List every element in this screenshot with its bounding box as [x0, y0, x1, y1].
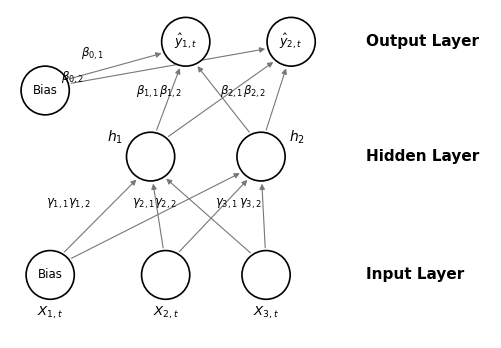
Text: Output Layer: Output Layer [366, 34, 478, 49]
Text: $\gamma_{1,2}$: $\gamma_{1,2}$ [68, 197, 91, 211]
Text: $\beta_{2,2}$: $\beta_{2,2}$ [243, 84, 266, 100]
Ellipse shape [161, 17, 209, 66]
Text: $h_1$: $h_1$ [107, 129, 123, 146]
Text: Bias: Bias [38, 268, 63, 282]
Text: Bias: Bias [33, 84, 58, 97]
Text: $\beta_{1,2}$: $\beta_{1,2}$ [159, 84, 182, 100]
Text: $X_{3,t}$: $X_{3,t}$ [253, 305, 279, 322]
Text: $\hat{y}_{1,t}$: $\hat{y}_{1,t}$ [174, 32, 197, 52]
Ellipse shape [126, 132, 174, 181]
Text: Hidden Layer: Hidden Layer [366, 149, 479, 164]
Ellipse shape [141, 251, 189, 299]
Text: $\gamma_{2,1}$: $\gamma_{2,1}$ [131, 197, 154, 211]
Ellipse shape [236, 132, 285, 181]
Text: $\hat{y}_{2,t}$: $\hat{y}_{2,t}$ [279, 32, 302, 52]
Ellipse shape [21, 66, 69, 115]
Text: $\gamma_{2,2}$: $\gamma_{2,2}$ [154, 197, 177, 211]
Ellipse shape [26, 251, 74, 299]
Text: $\beta_{2,1}$: $\beta_{2,1}$ [220, 84, 243, 100]
Text: $\beta_{1,1}$: $\beta_{1,1}$ [136, 84, 159, 100]
Text: $\gamma_{3,2}$: $\gamma_{3,2}$ [238, 197, 261, 211]
Ellipse shape [267, 17, 315, 66]
Text: $\beta_{0,1}$: $\beta_{0,1}$ [81, 46, 104, 62]
Ellipse shape [241, 251, 290, 299]
Text: $h_2$: $h_2$ [288, 129, 304, 146]
Text: $\beta_{0,2}$: $\beta_{0,2}$ [61, 70, 84, 86]
Text: $\gamma_{1,1}$: $\gamma_{1,1}$ [46, 197, 69, 211]
Text: $\gamma_{3,1}$: $\gamma_{3,1}$ [215, 197, 238, 211]
Text: Input Layer: Input Layer [366, 267, 464, 283]
Text: $X_{1,t}$: $X_{1,t}$ [37, 305, 63, 322]
Text: $X_{2,t}$: $X_{2,t}$ [152, 305, 178, 322]
